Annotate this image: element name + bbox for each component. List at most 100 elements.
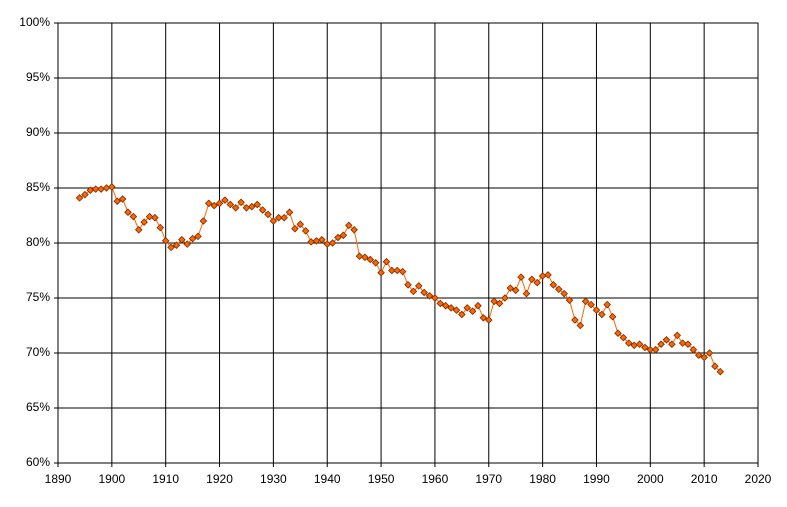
point-marker — [555, 285, 563, 293]
point-marker — [560, 289, 568, 298]
point-marker — [506, 284, 515, 292]
point-marker — [425, 292, 434, 300]
point-marker — [625, 339, 633, 347]
y-tick-label: 100% — [19, 15, 50, 29]
point-marker — [409, 287, 418, 296]
point-marker — [269, 217, 278, 225]
x-tick-label: 2020 — [745, 472, 772, 486]
point-marker — [695, 351, 703, 359]
y-tick-label: 65% — [26, 400, 50, 414]
y-tick-label: 80% — [26, 235, 50, 249]
point-marker — [371, 259, 380, 267]
point-marker — [199, 217, 208, 225]
point-marker — [398, 267, 407, 276]
point-marker — [474, 301, 482, 310]
x-tick-label: 1890 — [45, 472, 72, 486]
point-marker — [226, 200, 235, 209]
point-marker — [619, 333, 628, 342]
point-marker — [156, 223, 165, 232]
point-marker — [501, 294, 509, 302]
point-marker — [528, 275, 536, 284]
point-marker — [431, 294, 439, 302]
y-tick-label: 75% — [26, 290, 50, 304]
point-marker — [705, 349, 714, 357]
y-tick-label: 60% — [26, 455, 50, 469]
point-marker — [576, 321, 585, 330]
point-marker — [253, 200, 261, 209]
point-marker — [592, 306, 601, 314]
y-tick-label: 90% — [26, 125, 50, 139]
point-marker — [598, 310, 606, 319]
point-marker — [194, 232, 202, 241]
point-marker — [673, 331, 681, 340]
point-marker — [544, 271, 552, 279]
point-marker — [689, 345, 698, 354]
point-marker — [479, 314, 488, 322]
point-marker — [668, 340, 676, 348]
point-marker — [215, 199, 224, 208]
x-tick-label: 1900 — [98, 472, 125, 486]
point-marker — [458, 310, 466, 319]
point-marker — [490, 297, 498, 306]
point-marker — [603, 300, 611, 309]
point-marker — [248, 202, 256, 211]
point-marker — [91, 185, 100, 193]
point-marker — [264, 210, 272, 219]
point-marker — [361, 253, 369, 262]
point-marker — [75, 194, 84, 202]
point-marker — [178, 235, 186, 244]
point-marker — [382, 257, 391, 266]
point-marker — [135, 226, 143, 234]
y-tick-label: 85% — [26, 180, 50, 194]
point-marker — [522, 289, 531, 298]
point-marker — [571, 316, 579, 324]
point-marker — [485, 316, 493, 324]
point-marker — [711, 362, 719, 370]
point-marker — [463, 304, 471, 312]
point-marker — [81, 190, 89, 199]
point-marker — [140, 218, 148, 226]
x-tick-label: 1950 — [368, 472, 395, 486]
y-tick-label: 70% — [26, 345, 50, 359]
point-marker — [296, 220, 305, 229]
point-marker — [129, 212, 138, 221]
point-marker — [339, 231, 348, 240]
x-tick-label: 1940 — [314, 472, 341, 486]
y-tick-label: 95% — [26, 70, 50, 84]
point-marker — [205, 199, 213, 208]
point-marker — [113, 197, 121, 205]
point-marker — [301, 227, 310, 235]
point-marker — [608, 312, 617, 321]
point-marker — [549, 281, 558, 289]
point-marker — [441, 301, 450, 310]
point-marker — [404, 281, 412, 289]
point-marker — [581, 297, 590, 306]
x-tick-label: 2010 — [691, 472, 718, 486]
point-marker — [145, 212, 154, 221]
point-marker — [231, 204, 240, 212]
point-marker — [108, 183, 116, 191]
x-tick-label: 1910 — [152, 472, 179, 486]
point-marker — [210, 201, 218, 210]
point-marker — [651, 345, 660, 354]
point-marker — [285, 208, 294, 216]
point-marker — [345, 221, 353, 230]
point-marker — [188, 234, 197, 243]
point-marker — [366, 255, 375, 264]
x-tick-label: 1930 — [260, 472, 287, 486]
point-marker — [565, 296, 574, 304]
point-marker — [684, 340, 692, 348]
point-marker — [716, 367, 725, 376]
point-marker — [447, 304, 455, 312]
point-marker — [452, 306, 461, 314]
point-marker — [377, 268, 385, 277]
point-marker — [161, 237, 170, 245]
point-marker — [237, 198, 245, 207]
point-marker — [657, 340, 665, 348]
x-tick-label: 1980 — [529, 472, 556, 486]
point-marker — [641, 343, 649, 352]
point-marker — [511, 286, 520, 295]
point-marker — [167, 243, 175, 252]
